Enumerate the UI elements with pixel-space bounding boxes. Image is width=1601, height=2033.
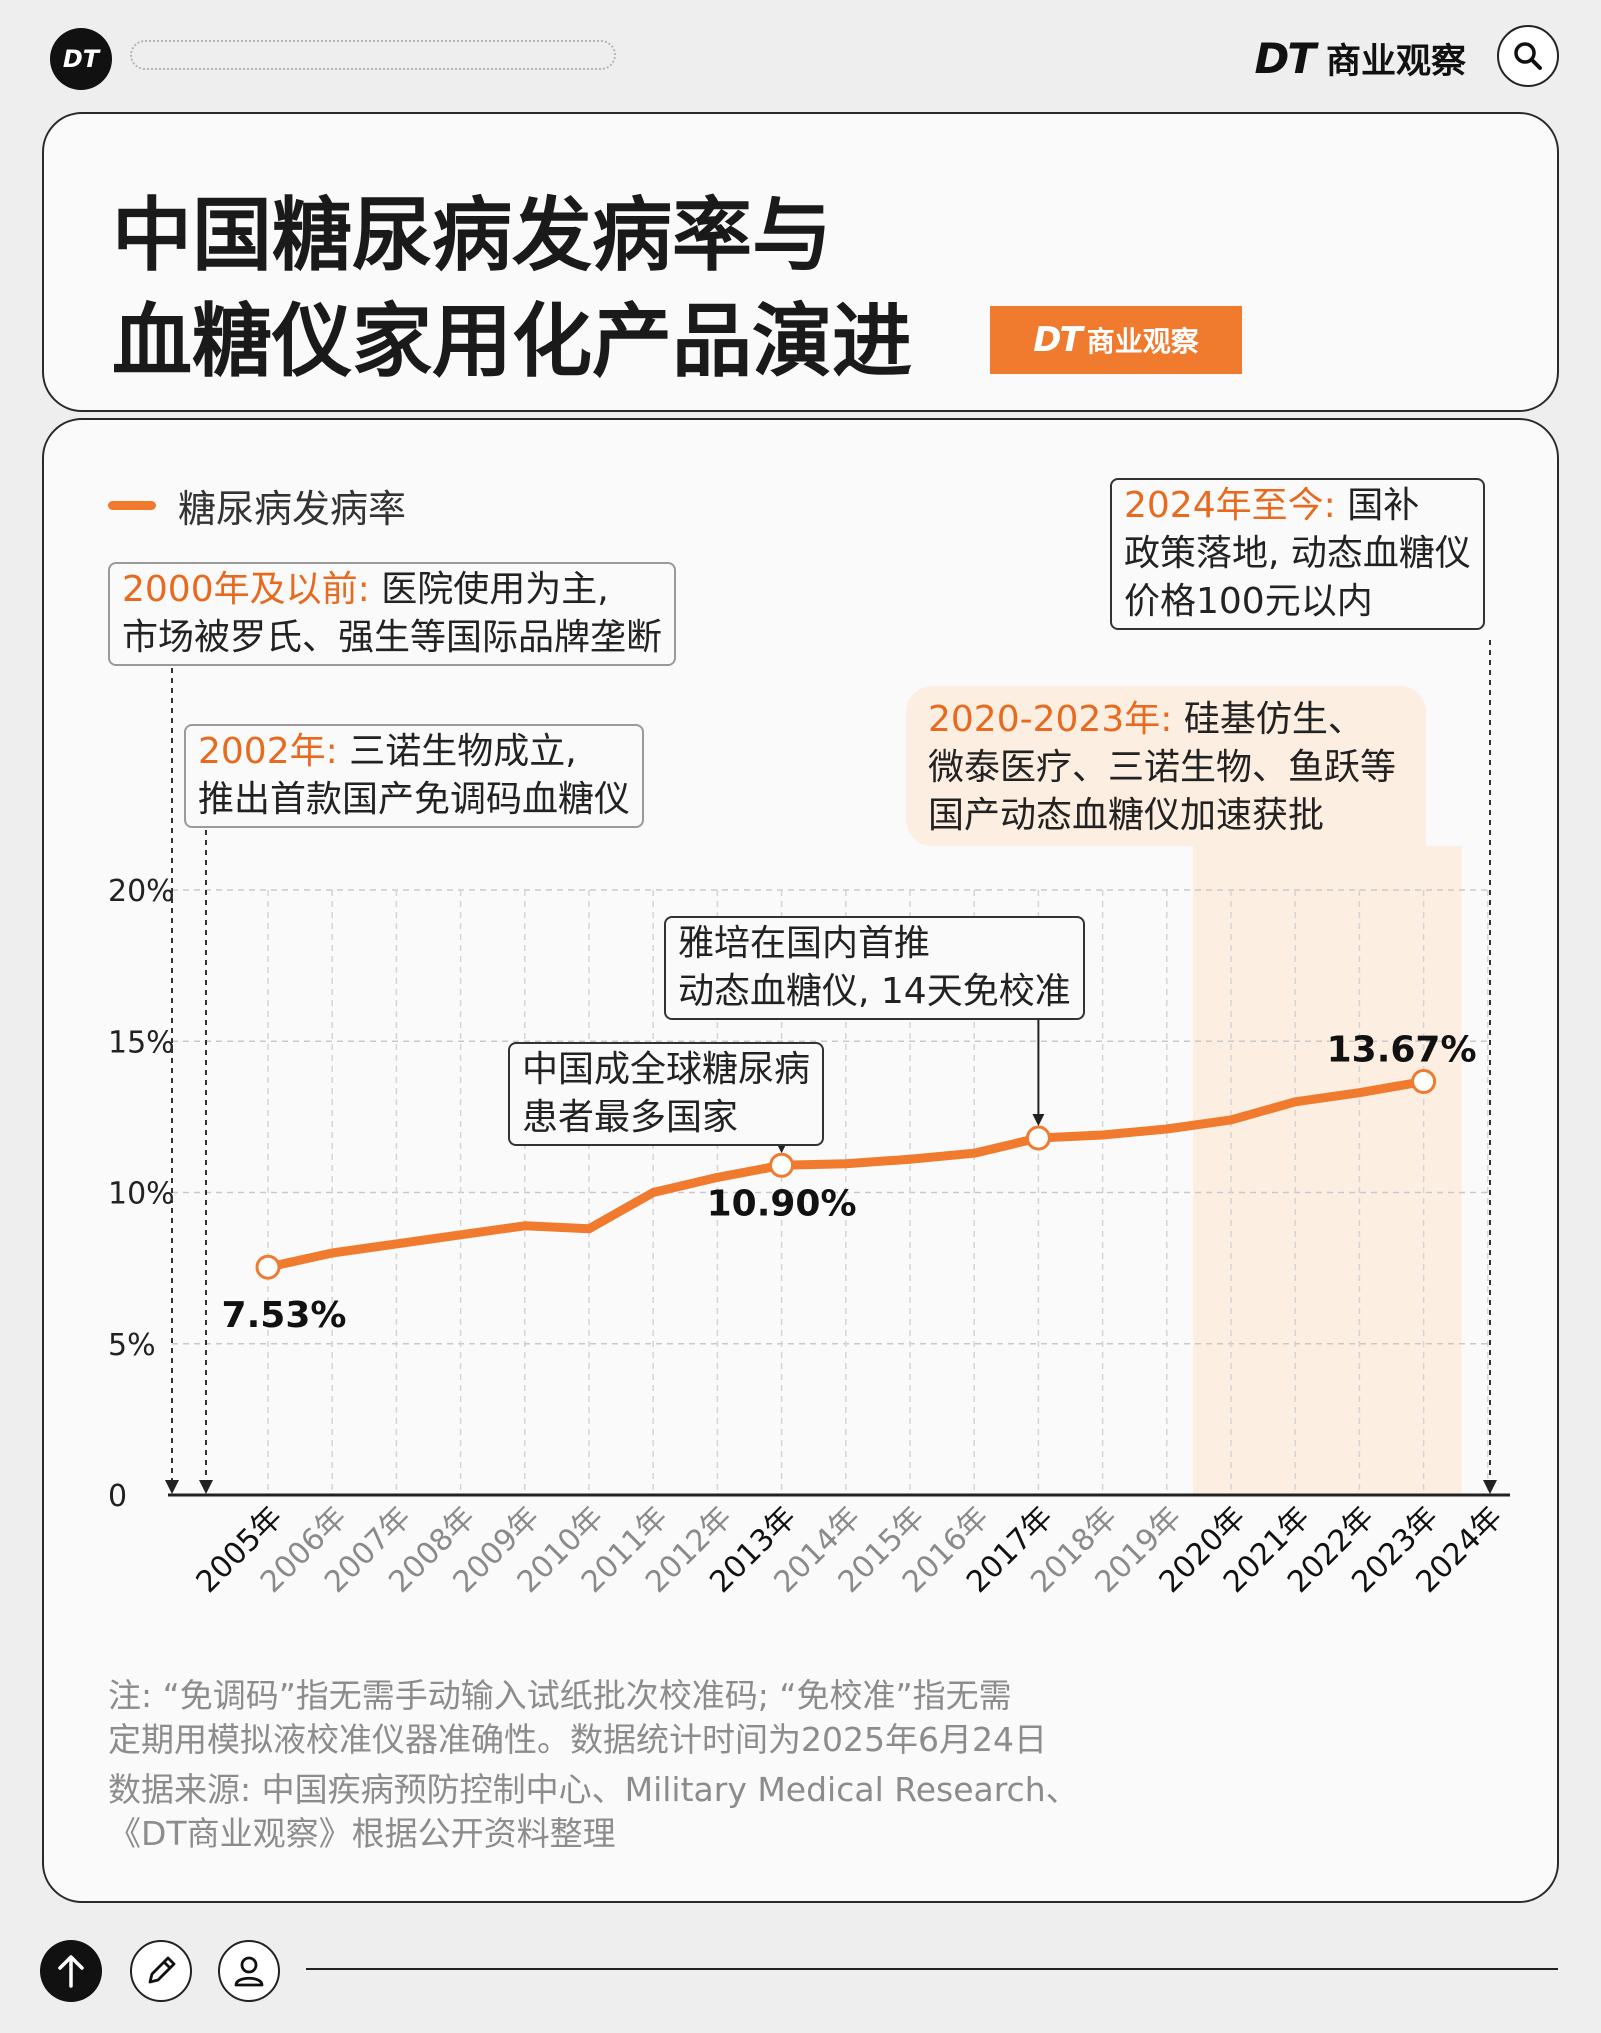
brand-name: 商业观察 (1325, 41, 1466, 82)
data-point (1025, 1125, 1051, 1151)
annotation-text: 国产动态血糖仪加速获批 (928, 795, 1325, 836)
annotation-2002: 2002年: 三诺生物成立, 推出首款国产免调码血糖仪 (184, 724, 645, 828)
bottom-divider (306, 1968, 1558, 1970)
annotation-text: 雅培在国内首推 (678, 923, 931, 964)
legend-label: 糖尿病发病率 (178, 487, 407, 531)
annotation-text: 中国成全球糖尿病 (522, 1049, 811, 1090)
y-tick-label: 5% (108, 1328, 156, 1363)
footnote-line-2: 定期用模拟液校准仪器准确性。数据统计时间为2025年6月24日 (108, 1720, 1047, 1759)
y-tick-label: 20% (108, 874, 175, 909)
chart-legend: 糖尿病发病率 (108, 478, 406, 533)
annotation-text: 国补 (1347, 485, 1420, 526)
annotation-year: 2024年至今: (1124, 485, 1336, 526)
annotation-2020-2023: 2020-2023年: 硅基仿生、 微泰医疗、三诺生物、鱼跃等 国产动态血糖仪加… (906, 686, 1426, 846)
title-brand-badge: DT 商业观察 (990, 306, 1242, 374)
annotation-2000: 2000年及以前: 医院使用为主, 市场被罗氏、强生等国际品牌垄断 (108, 562, 677, 666)
scroll-top-button[interactable] (40, 1940, 102, 2002)
badge-name: 商业观察 (1086, 325, 1199, 358)
annotation-text: 三诺生物成立, (349, 731, 577, 772)
dt-logo[interactable]: DT (50, 28, 112, 90)
address-bar[interactable] (130, 40, 616, 70)
data-label: 7.53% (222, 1295, 347, 1336)
y-tick-label: 15% (108, 1025, 175, 1060)
y-tick-label: 10% (108, 1177, 175, 1212)
annotation-text: 动态血糖仪, 14天免校准 (678, 971, 1071, 1012)
search-icon (1514, 42, 1542, 70)
arrow-up-icon (58, 1955, 84, 1988)
data-label: 10.90% (707, 1183, 857, 1224)
annotation-year: 2020-2023年: (928, 699, 1173, 740)
annotation-text: 市场被罗氏、强生等国际品牌垄断 (122, 617, 663, 658)
annotation-text: 推出首款国产免调码血糖仪 (198, 779, 631, 820)
annotation-2017: 雅培在国内首推 动态血糖仪, 14天免校准 (664, 916, 1085, 1020)
badge-dt: DT (1033, 320, 1082, 360)
annotation-text: 政策落地, 动态血糖仪 (1124, 533, 1471, 574)
annotation-2024: 2024年至今: 国补 政策落地, 动态血糖仪 价格100元以内 (1110, 478, 1485, 630)
data-point (1411, 1068, 1437, 1094)
annotation-text: 医院使用为主, (381, 569, 609, 610)
annotation-text: 患者最多国家 (522, 1097, 739, 1138)
highlight-band (1193, 846, 1462, 1495)
data-label: 13.67% (1327, 1029, 1477, 1070)
annotation-year: 2002年: (198, 731, 338, 772)
arrow-2024-head (1483, 1480, 1497, 1494)
footnote-line-1: 注: “免调码”指无需手动输入试纸批次校准码; “免校准”指无需 (108, 1676, 1012, 1715)
search-button[interactable] (1497, 25, 1559, 87)
source-line-1: 数据来源: 中国疾病预防控制中心、Military Medical Resear… (108, 1770, 1079, 1809)
data-point (769, 1152, 795, 1178)
annotation-text: 价格100元以内 (1124, 581, 1373, 622)
chart-title-line-1: 中国糖尿病发病率与 (112, 189, 832, 282)
source-line-2: 《DT商业观察》根据公开资料整理 (108, 1814, 616, 1853)
arrow-2002-head (199, 1480, 213, 1494)
annotation-text: 硅基仿生、 (1183, 699, 1364, 740)
arrow-2000-head (165, 1480, 179, 1494)
edit-button[interactable] (130, 1940, 192, 2002)
chart-title-line-2: 血糖仪家用化产品演进 (112, 295, 912, 388)
annotation-text: 微泰医疗、三诺生物、鱼跃等 (928, 747, 1397, 788)
profile-button[interactable] (218, 1940, 280, 2002)
legend-swatch (108, 501, 156, 510)
brand-dt: DT (1254, 33, 1315, 83)
brand-wordmark: DT 商业观察 (1254, 30, 1466, 86)
data-point (255, 1254, 281, 1280)
annotation-2013: 中国成全球糖尿病 患者最多国家 (508, 1042, 825, 1146)
arrow-2017-head (1032, 1114, 1045, 1127)
user-icon (234, 1956, 264, 1987)
title-panel (42, 112, 1559, 412)
annotation-year: 2000年及以前: (122, 569, 370, 610)
pencil-icon (148, 1956, 176, 1984)
y-tick-label: 0 (108, 1479, 127, 1514)
series-line-diabetes (263, 1077, 1429, 1272)
